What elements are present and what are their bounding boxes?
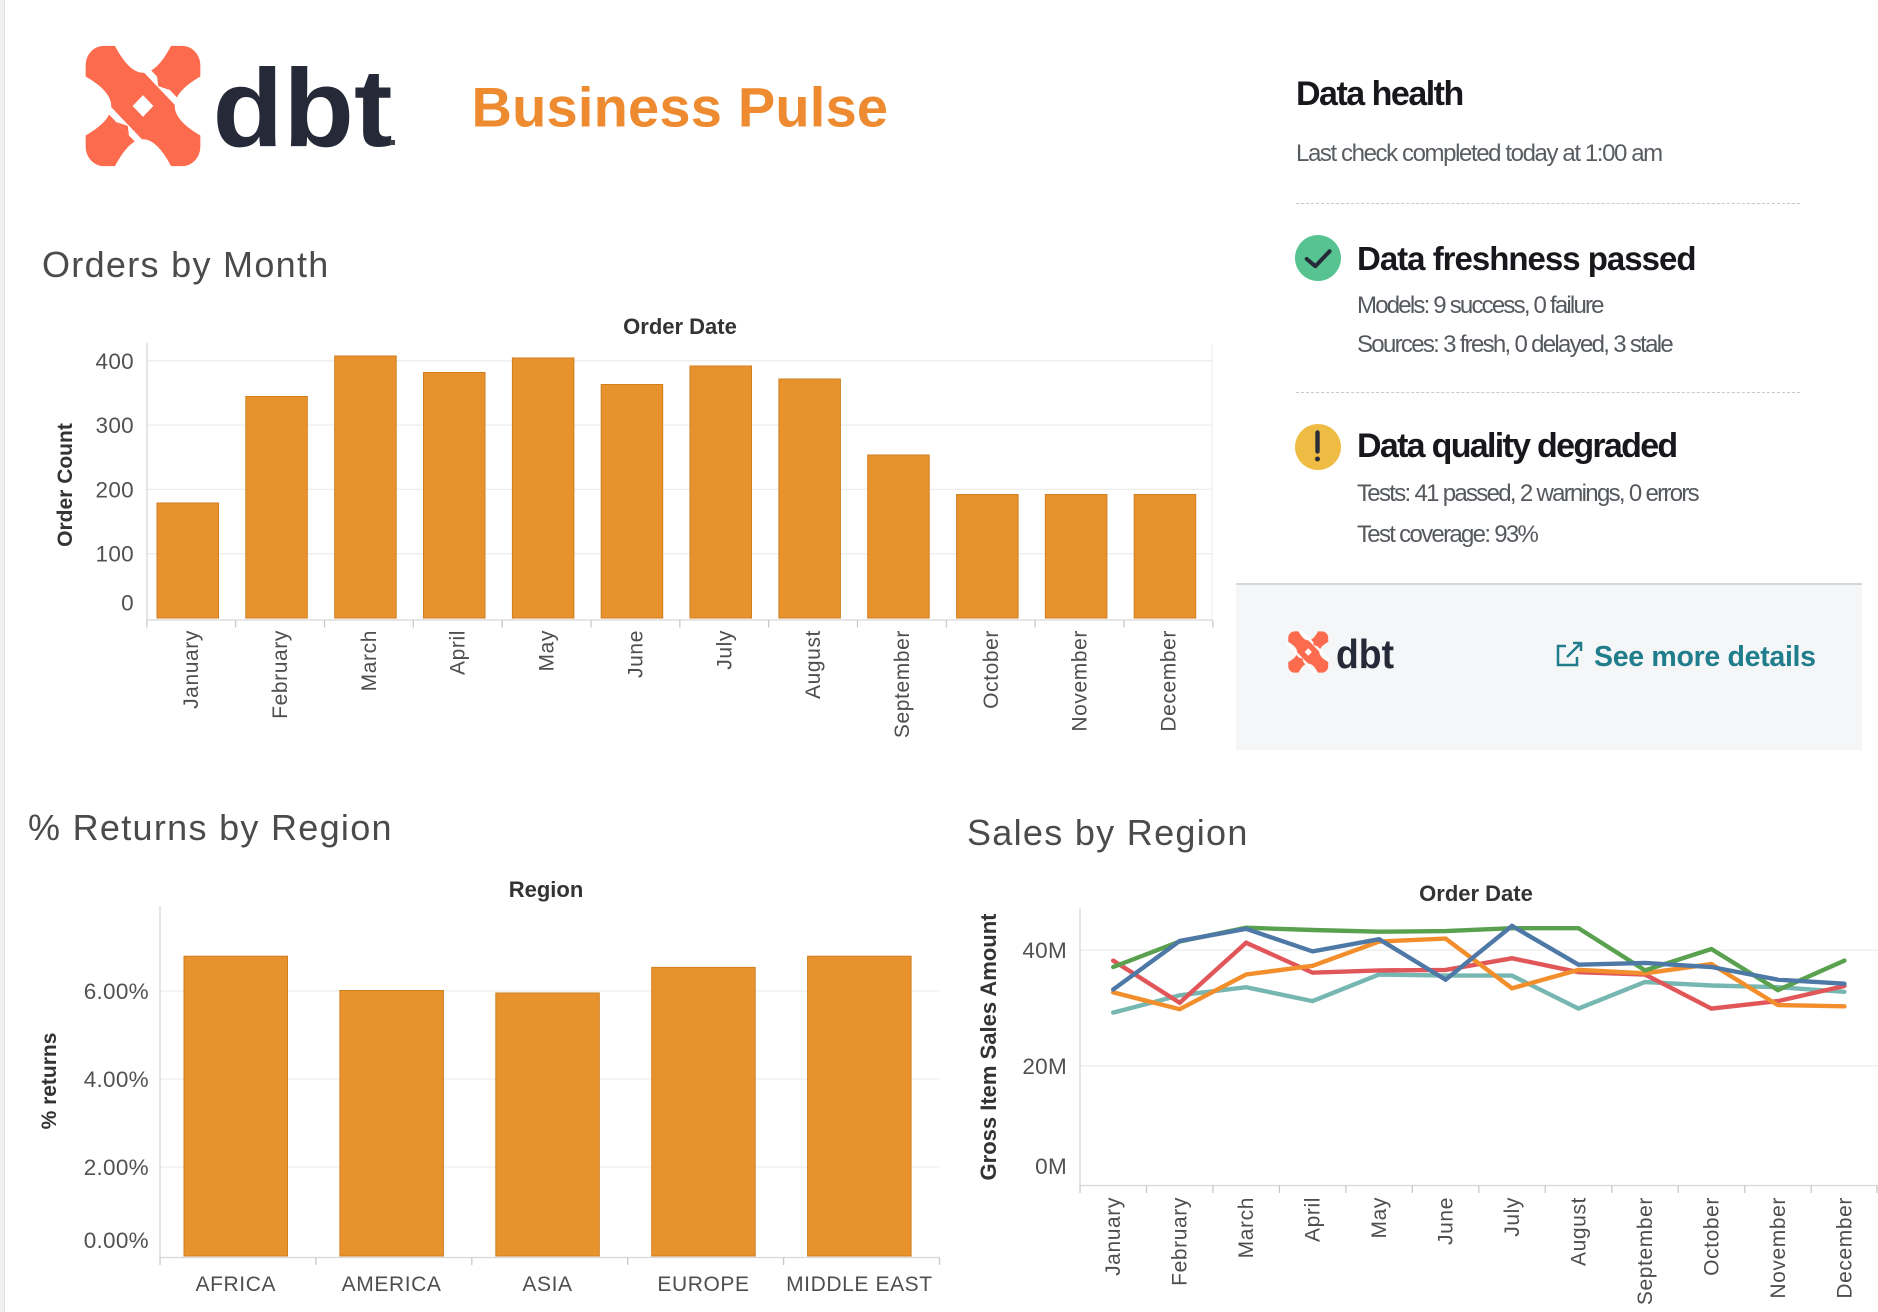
- svg-text:dbt: dbt: [1336, 631, 1394, 673]
- svg-text:May: May: [536, 630, 559, 671]
- svg-text:October: October: [1700, 1197, 1723, 1276]
- svg-text:Sales by Region: Sales by Region: [967, 812, 1249, 853]
- svg-text:February: February: [269, 630, 292, 719]
- svg-text:February: February: [1169, 1197, 1192, 1286]
- svg-text:June: June: [1435, 1197, 1458, 1245]
- svg-text:December: December: [1158, 630, 1181, 732]
- svg-text:Order Date: Order Date: [1419, 881, 1533, 906]
- svg-text:400: 400: [96, 349, 134, 374]
- svg-text:April: April: [1302, 1197, 1325, 1242]
- svg-text:0M: 0M: [1035, 1154, 1067, 1179]
- svg-text:January: January: [1102, 1197, 1125, 1276]
- svg-text:% returns: % returns: [38, 1033, 61, 1130]
- svg-text:December: December: [1833, 1197, 1856, 1299]
- svg-text:40M: 40M: [1022, 938, 1067, 963]
- svg-text:20M: 20M: [1022, 1054, 1067, 1079]
- svg-text:AFRICA: AFRICA: [195, 1273, 276, 1296]
- svg-text:0: 0: [121, 591, 134, 616]
- svg-text:6.00%: 6.00%: [84, 979, 149, 1004]
- svg-text:January: January: [180, 630, 203, 709]
- svg-text:September: September: [891, 630, 914, 738]
- svg-text:Orders by Month: Orders by Month: [42, 244, 330, 285]
- svg-text:July: July: [713, 630, 736, 670]
- svg-text:Region: Region: [509, 877, 584, 902]
- svg-text:MIDDLE EAST: MIDDLE EAST: [786, 1273, 933, 1296]
- svg-text:September: September: [1634, 1197, 1657, 1305]
- svg-text:Gross Item Sales Amount: Gross Item Sales Amount: [976, 913, 1001, 1181]
- svg-text:June: June: [624, 630, 647, 678]
- svg-text:4.00%: 4.00%: [84, 1067, 149, 1092]
- svg-text:March: March: [1235, 1197, 1258, 1258]
- svg-text:April: April: [447, 630, 470, 675]
- svg-text:March: March: [358, 630, 381, 691]
- svg-text:% Returns by Region: % Returns by Region: [28, 807, 393, 848]
- svg-text:August: August: [802, 630, 825, 699]
- svg-text:May: May: [1368, 1197, 1391, 1238]
- svg-text:dbt: dbt: [213, 47, 393, 170]
- svg-text:July: July: [1501, 1197, 1524, 1237]
- svg-text:0.00%: 0.00%: [84, 1228, 149, 1253]
- svg-text:2.00%: 2.00%: [84, 1155, 149, 1180]
- svg-text:October: October: [980, 630, 1003, 709]
- svg-text:November: November: [1069, 630, 1092, 732]
- svg-text:ASIA: ASIA: [522, 1273, 572, 1296]
- svg-text:Business Pulse: Business Pulse: [472, 76, 889, 139]
- svg-text:Order Count: Order Count: [54, 423, 77, 547]
- svg-text:200: 200: [96, 477, 134, 502]
- svg-text:EUROPE: EUROPE: [657, 1273, 749, 1296]
- svg-text:August: August: [1568, 1197, 1591, 1266]
- svg-text:November: November: [1767, 1197, 1790, 1299]
- svg-text:100: 100: [96, 542, 134, 567]
- svg-text:AMERICA: AMERICA: [342, 1273, 442, 1296]
- svg-text:300: 300: [96, 413, 134, 438]
- svg-text:Order Date: Order Date: [623, 314, 737, 339]
